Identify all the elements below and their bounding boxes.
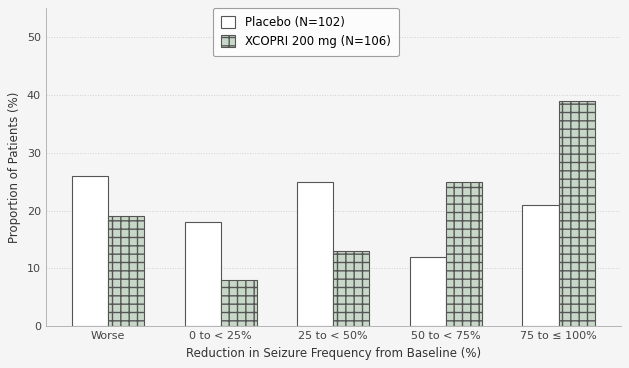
Bar bbox=[72, 176, 108, 326]
Bar bbox=[410, 257, 446, 326]
Y-axis label: Proportion of Patients (%): Proportion of Patients (%) bbox=[8, 92, 21, 243]
Bar bbox=[108, 216, 144, 326]
Bar bbox=[221, 280, 257, 326]
Bar bbox=[185, 222, 221, 326]
X-axis label: Reduction in Seizure Frequency from Baseline (%): Reduction in Seizure Frequency from Base… bbox=[186, 347, 481, 360]
Legend: Placebo (N=102), XCOPRI 200 mg (N=106): Placebo (N=102), XCOPRI 200 mg (N=106) bbox=[213, 8, 399, 56]
Bar bbox=[446, 182, 482, 326]
Bar bbox=[559, 101, 594, 326]
Bar bbox=[333, 251, 369, 326]
Bar bbox=[523, 205, 559, 326]
Bar bbox=[298, 182, 333, 326]
